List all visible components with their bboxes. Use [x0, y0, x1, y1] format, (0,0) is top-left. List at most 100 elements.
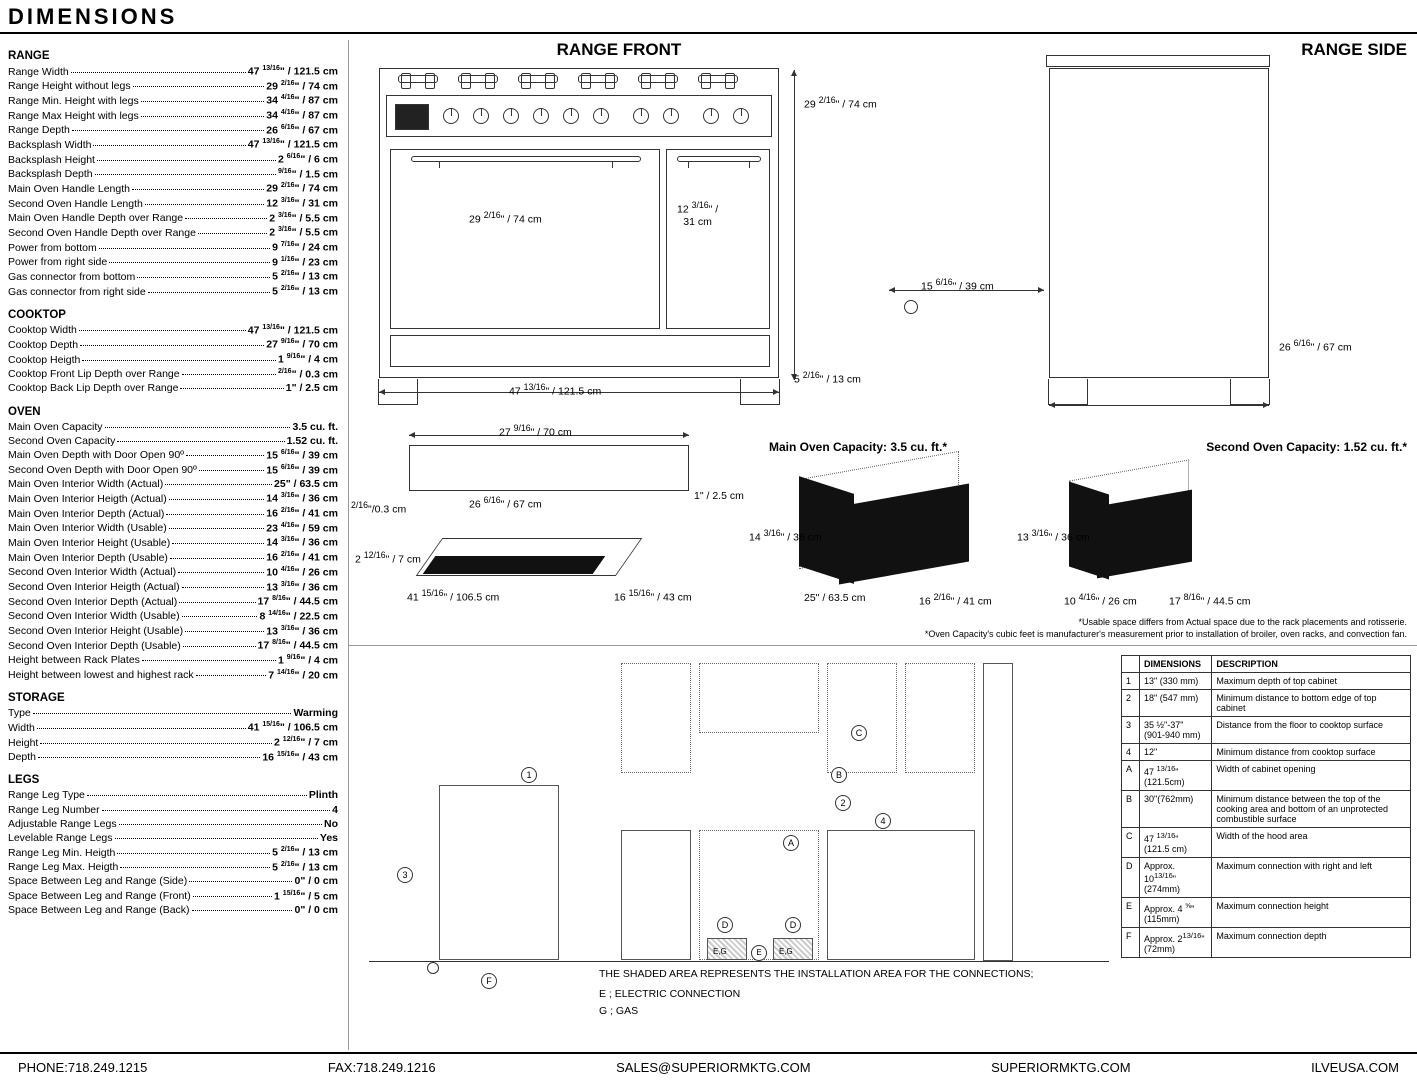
spec-row: Levelable Range LegsYes — [8, 831, 338, 845]
spec-row: Range Leg Min. Heigth 5 2/16" / 13 cm — [8, 845, 338, 860]
spec-row: Second Oven Interior Heigth (Actual)13 3… — [8, 580, 338, 595]
second-cap-title: Second Oven Capacity: 1.52 cu. ft.* — [1206, 440, 1407, 454]
burner-icon — [578, 75, 618, 83]
spec-label: Range Width — [8, 65, 69, 79]
callout-D: D — [717, 917, 733, 933]
spec-value: 17 8/16" / 44.5 cm — [258, 594, 339, 609]
cell-key: F — [1122, 928, 1140, 958]
display-icon — [395, 104, 429, 130]
dim-label: 1" / 2.5 cm — [694, 490, 744, 502]
spec-row: Backsplash Depth9/16" / 1.5 cm — [8, 167, 338, 182]
spec-row: Second Oven Handle Length12 3/16" / 31 c… — [8, 196, 338, 211]
dim-label: 10 4/16" / 26 cm — [1064, 592, 1137, 608]
table-row: 218" (547 mm)Minimum distance to bottom … — [1122, 690, 1411, 717]
spec-label: Main Oven Handle Depth over Range — [8, 211, 183, 225]
table-row: EApprox. 4 ⅝"(115mm)Maximum connection h… — [1122, 898, 1411, 928]
spec-row: Main Oven Handle Length29 2/16" / 74 cm — [8, 181, 338, 196]
knob-icon — [563, 108, 579, 124]
spec-label: Range Leg Number — [8, 803, 100, 817]
dim-label: 13 3/16" / 36 cm — [1017, 528, 1090, 544]
spec-row: Main Oven Interior Depth (Usable)16 2/16… — [8, 550, 338, 565]
cell-dim: Approx. 4 ⅝"(115mm) — [1140, 898, 1212, 928]
spec-label: Range Min. Height with legs — [8, 94, 139, 108]
handle-icon — [411, 156, 641, 162]
knob-icon — [593, 108, 609, 124]
diagram-area: RANGE FRONT — [348, 40, 1417, 1050]
callout-D: D — [785, 917, 801, 933]
dim-label: 5 2/16" / 13 cm — [794, 370, 861, 386]
table-row: DApprox. 1013/16"(274mm)Maximum connecti… — [1122, 858, 1411, 898]
spec-label: Range Leg Min. Heigth — [8, 846, 115, 860]
spec-row: Range Leg Number 4 — [8, 803, 338, 817]
spec-label: Space Between Leg and Range (Front) — [8, 889, 191, 903]
spec-row: Gas connector from bottom5 2/16" / 13 cm — [8, 269, 338, 284]
spec-row: Main Oven Depth with Door Open 90º15 6/1… — [8, 448, 338, 463]
spec-value: 1.52 cu. ft. — [287, 434, 338, 448]
spec-value: 5 2/16" / 13 cm — [272, 845, 338, 860]
spec-value: 26 6/16" / 67 cm — [266, 123, 338, 138]
spec-value: 2 3/16" / 5.5 cm — [269, 225, 338, 240]
spec-row: Power from right side9 1/16" / 23 cm — [8, 255, 338, 270]
spec-row: Range Width47 13/16" / 121.5 cm — [8, 64, 338, 79]
cell-key: 1 — [1122, 673, 1140, 690]
spec-label: Height between Rack Plates — [8, 653, 140, 667]
caster-icon — [904, 300, 918, 314]
spec-label: Range Max Height with legs — [8, 109, 139, 123]
spec-label: Main Oven Handle Length — [8, 182, 130, 196]
eg-label: E,G — [779, 947, 793, 956]
callout-1: 1 — [521, 767, 537, 783]
cooktop-side — [1046, 55, 1270, 67]
dim-label: 41 15/16" / 106.5 cm — [407, 588, 499, 604]
burner-icon — [638, 75, 678, 83]
spec-row: Depth16 15/16" / 43 cm — [8, 750, 338, 765]
spec-label: Cooktop Depth — [8, 338, 78, 352]
spec-value: 2 3/16" / 5.5 cm — [269, 211, 338, 226]
spec-row: Main Oven Interior Width (Actual)25" / 6… — [8, 477, 338, 491]
arrow-icon — [1049, 405, 1269, 406]
spec-label: Backsplash Height — [8, 153, 95, 167]
spec-value: 47 13/16" / 121.5 cm — [248, 137, 338, 152]
spec-label: Cooktop Front Lip Depth over Range — [8, 367, 180, 381]
arrow-icon — [794, 70, 795, 380]
knob-icon — [663, 108, 679, 124]
knob-icon — [733, 108, 749, 124]
spec-value: 13 3/16" / 36 cm — [266, 624, 338, 639]
dim-label: 27 9/16" / 70 cm — [499, 423, 572, 439]
cell-desc: Width of the hood area — [1212, 828, 1411, 858]
spec-label: Power from bottom — [8, 241, 97, 255]
knob-icon — [533, 108, 549, 124]
spec-row: Cooktop Width47 13/16" / 121.5 cm — [8, 323, 338, 338]
spec-label: Second Oven Handle Length — [8, 197, 143, 211]
spec-row: Width41 15/16" / 106.5 cm — [8, 720, 338, 735]
spec-value: 1 15/16" / 5 cm — [274, 889, 338, 904]
burner-icon — [398, 75, 438, 83]
table-row: A47 13/16"(121.5cm)Width of cabinet open… — [1122, 761, 1411, 791]
side-range — [439, 785, 559, 960]
footer-phone: PHONE:718.249.1215 — [0, 1060, 165, 1075]
section-head-oven: OVEN — [8, 406, 338, 418]
spec-label: Second Oven Interior Depth (Usable) — [8, 639, 181, 653]
footer-web2: ILVEUSA.COM — [1293, 1060, 1417, 1075]
cell-dim: 12" — [1140, 744, 1212, 761]
callout-B: B — [831, 767, 847, 783]
spec-value: 5 2/16" / 13 cm — [272, 269, 338, 284]
spec-value: 4 — [332, 803, 338, 817]
install-diagram: 1 2 3 4 A B C D D E E,G E,G F — [369, 655, 1109, 990]
cell-dim: 35 ½"-37"(901-940 mm) — [1140, 717, 1212, 744]
spec-value: 2/16" / 0.3 cm — [278, 367, 338, 382]
cell-desc: Maximum connection height — [1212, 898, 1411, 928]
spec-label: Second Oven Interior Depth (Actual) — [8, 595, 177, 609]
spec-label: Second Oven Interior Heigth (Actual) — [8, 580, 180, 594]
burner-icon — [698, 75, 738, 83]
spec-row: Second Oven Depth with Door Open 90º15 6… — [8, 463, 338, 478]
spec-column: RANGERange Width47 13/16" / 121.5 cmRang… — [0, 40, 348, 1050]
table-row: 335 ½"-37"(901-940 mm)Distance from the … — [1122, 717, 1411, 744]
spec-label: Main Oven Interior Width (Usable) — [8, 521, 167, 535]
section-head-cooktop: COOKTOP — [8, 309, 338, 321]
spec-row: Main Oven Handle Depth over Range 2 3/16"… — [8, 211, 338, 226]
spec-row: Gas connector from right side5 2/16" / 1… — [8, 284, 338, 299]
spec-label: Height between lowest and highest rack — [8, 668, 194, 682]
cell-dim: Approx. 213/16"(72mm) — [1140, 928, 1212, 958]
spec-row: Second Oven Interior Depth (Actual) 17 8/… — [8, 594, 338, 609]
spec-row: Range Depth26 6/16" / 67 cm — [8, 123, 338, 138]
